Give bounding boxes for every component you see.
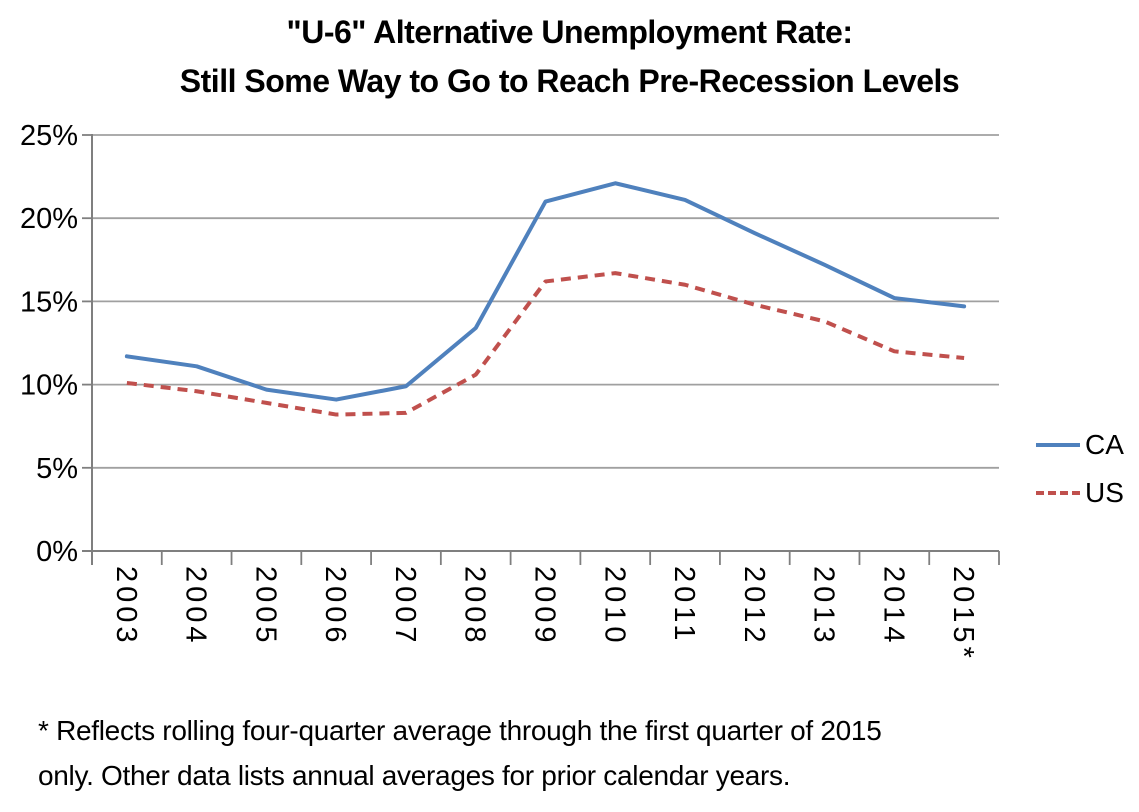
us-line-sample-icon	[1036, 491, 1080, 495]
ca-line-sample-icon	[1036, 443, 1080, 447]
legend-entry-ca: CA	[1036, 421, 1124, 469]
footnote-line1: * Reflects rolling four-quarter average …	[38, 715, 882, 746]
x-tick-label: 2011	[668, 566, 700, 644]
x-tick-label: 2010	[598, 566, 630, 647]
footnote-line2: only. Other data lists annual averages f…	[38, 760, 791, 791]
legend: CA US	[1036, 421, 1124, 517]
y-tick-label: 5%	[36, 453, 78, 485]
x-tick-label: 2007	[389, 566, 421, 647]
x-tick-label: 2003	[110, 566, 142, 647]
x-tick-label: 2009	[529, 566, 561, 647]
footnote: * Reflects rolling four-quarter average …	[38, 708, 882, 798]
x-tick-label: 2006	[319, 566, 351, 647]
series-line-us	[126, 271, 965, 417]
x-tick-label: 2015*	[947, 566, 979, 662]
x-tick-label: 2013	[808, 566, 840, 647]
y-tick-label: 10%	[20, 370, 78, 402]
x-tick-label: 2004	[180, 566, 212, 647]
x-tick-label: 2014	[877, 566, 909, 647]
chart-title-line1: "U-6" Alternative Unemployment Rate:	[286, 14, 853, 50]
x-tick-label: 2012	[738, 566, 770, 647]
x-tick-label: 2008	[459, 566, 491, 647]
series-line-ca	[124, 181, 967, 402]
legend-label-ca: CA	[1085, 429, 1124, 460]
x-tick-label: 2005	[249, 566, 281, 647]
legend-label-us: US	[1085, 477, 1124, 508]
legend-entry-us: US	[1036, 469, 1124, 517]
y-tick-label: 15%	[20, 286, 78, 318]
chart-title-line2: Still Some Way to Go to Reach Pre-Recess…	[179, 63, 960, 99]
y-tick-label: 0%	[36, 536, 78, 568]
y-tick-label: 20%	[20, 203, 78, 235]
chart-title: "U-6" Alternative Unemployment Rate: Sti…	[0, 8, 1139, 106]
y-tick-label: 25%	[20, 120, 78, 152]
